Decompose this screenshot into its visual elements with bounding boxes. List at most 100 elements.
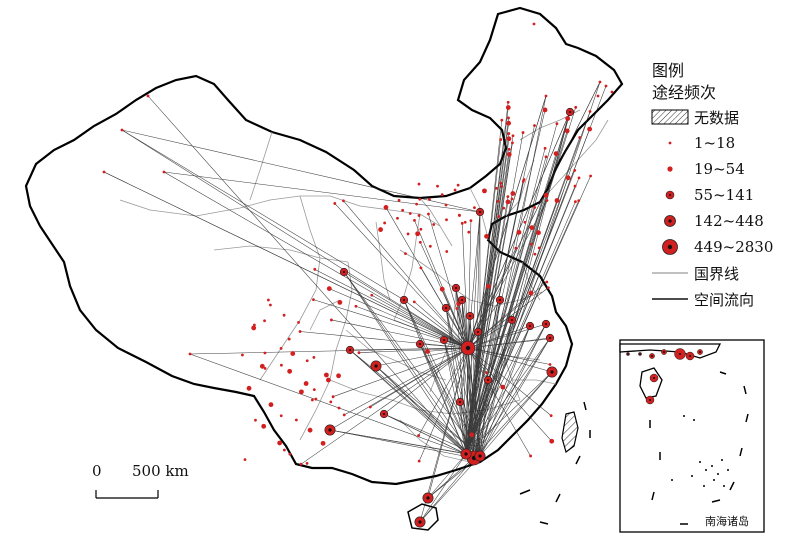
city-node (469, 432, 475, 438)
dot-l-icon (648, 209, 692, 233)
flow-line (473, 371, 553, 459)
flow-line (473, 111, 571, 459)
city-node (495, 186, 498, 190)
city-node (545, 199, 549, 202)
city-node (312, 356, 316, 359)
city-node (506, 152, 512, 157)
flow-line (467, 220, 472, 349)
city-node (354, 304, 358, 308)
city-node (536, 230, 541, 236)
flow-line (375, 347, 469, 367)
city-node (305, 461, 309, 465)
flow-line (479, 319, 513, 457)
city-node (413, 218, 416, 222)
city-node-core (383, 413, 385, 415)
city-node (280, 363, 283, 367)
city-node (516, 229, 522, 235)
flow-line (467, 347, 552, 442)
flow-line (473, 81, 601, 459)
flow-line (403, 299, 467, 455)
city-node (445, 250, 449, 253)
city-node (573, 200, 577, 204)
flow-line (467, 281, 547, 349)
city-node (326, 377, 331, 383)
flow-line (383, 413, 467, 455)
flow-line (467, 347, 553, 373)
city-node (510, 191, 516, 196)
dot-m-icon (648, 183, 692, 207)
city-node (511, 134, 515, 138)
city-node (554, 198, 560, 203)
city-node (543, 146, 547, 150)
flow-line (465, 135, 514, 455)
flow-line (355, 306, 469, 349)
flow-line (189, 353, 467, 455)
city-node (573, 184, 577, 188)
city-node (287, 337, 291, 341)
legend-title: 图例 (652, 61, 685, 80)
island-dot (705, 469, 707, 471)
island-dot (727, 469, 729, 471)
city-node (337, 406, 341, 410)
island-dot (691, 475, 693, 477)
legend-label: 55~141 (694, 186, 755, 204)
city-node (368, 405, 372, 409)
legend-label: 空间流向 (694, 290, 755, 309)
legend-label: 无数据 (694, 108, 740, 127)
flow-line (370, 347, 469, 408)
flow-line (465, 201, 509, 455)
flow-line (479, 337, 551, 457)
city-node (326, 286, 332, 291)
legend-label: 19~54 (694, 160, 745, 178)
city-node (417, 459, 421, 463)
city-node (469, 219, 473, 223)
flow-line (419, 457, 475, 523)
city-node (507, 132, 511, 135)
flow-line (465, 120, 503, 455)
city-node (241, 353, 244, 357)
city-node (577, 199, 581, 203)
flow-line (465, 337, 551, 455)
city-node (486, 283, 491, 289)
flow-line (300, 331, 469, 349)
flow-line (465, 371, 553, 455)
city-node (514, 246, 518, 250)
city-node-core (649, 399, 651, 401)
city-node (290, 351, 296, 356)
city-node (521, 131, 525, 134)
city-node (537, 246, 541, 250)
flow-line (343, 271, 481, 457)
city-node (102, 170, 106, 174)
flow-line (465, 195, 547, 455)
flow-line (314, 269, 469, 349)
city-node-core (529, 325, 531, 327)
flow-line (467, 299, 501, 349)
island-dot (693, 419, 695, 421)
city-node (532, 22, 536, 26)
city-node (548, 363, 552, 366)
city-node (252, 323, 256, 327)
legend-item-1-18: 1~18 (648, 130, 803, 156)
city-node (297, 321, 300, 324)
flow-line (349, 349, 467, 455)
flow-line (465, 107, 576, 455)
city-node-core (349, 349, 351, 351)
flow-line (383, 347, 469, 415)
inset-south-china-sea (619, 339, 765, 533)
black-line-icon (648, 287, 692, 311)
flow-line (479, 323, 547, 457)
city-node (565, 175, 571, 181)
flow-line (332, 347, 469, 397)
flow-line (334, 203, 469, 349)
city-node (342, 413, 346, 417)
coast-islands (519, 401, 591, 525)
flow-line (103, 171, 469, 349)
city-node (544, 155, 548, 159)
flow-line (343, 200, 469, 349)
city-node-core (469, 315, 471, 317)
city-node (427, 212, 430, 216)
city-node (310, 398, 314, 402)
flow-line (458, 303, 469, 349)
scale-bar: 0 500 km (92, 462, 202, 502)
city-node (505, 199, 511, 205)
